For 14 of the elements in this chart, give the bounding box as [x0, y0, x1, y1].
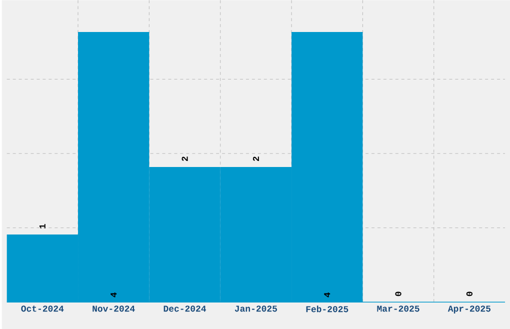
data-label: 1: [39, 224, 46, 228]
data-label: 2: [182, 156, 188, 161]
data-label: 0: [466, 292, 472, 296]
x-tick-label: Oct-2024: [21, 306, 64, 312]
x-tick-label: Jan-2025: [234, 306, 277, 312]
x-tick-label: Feb-2025: [306, 306, 348, 312]
x-tick-label: Apr-2025: [448, 306, 490, 314]
x-tick-label: Nov-2024: [92, 306, 135, 312]
data-label: 4: [324, 292, 330, 298]
x-tick-label: Mar-2025: [377, 306, 420, 312]
data-label: 4: [110, 292, 117, 298]
data-label: 0: [395, 292, 402, 296]
data-label: 2: [252, 156, 259, 161]
x-tick-label: Dec-2024: [164, 306, 206, 312]
